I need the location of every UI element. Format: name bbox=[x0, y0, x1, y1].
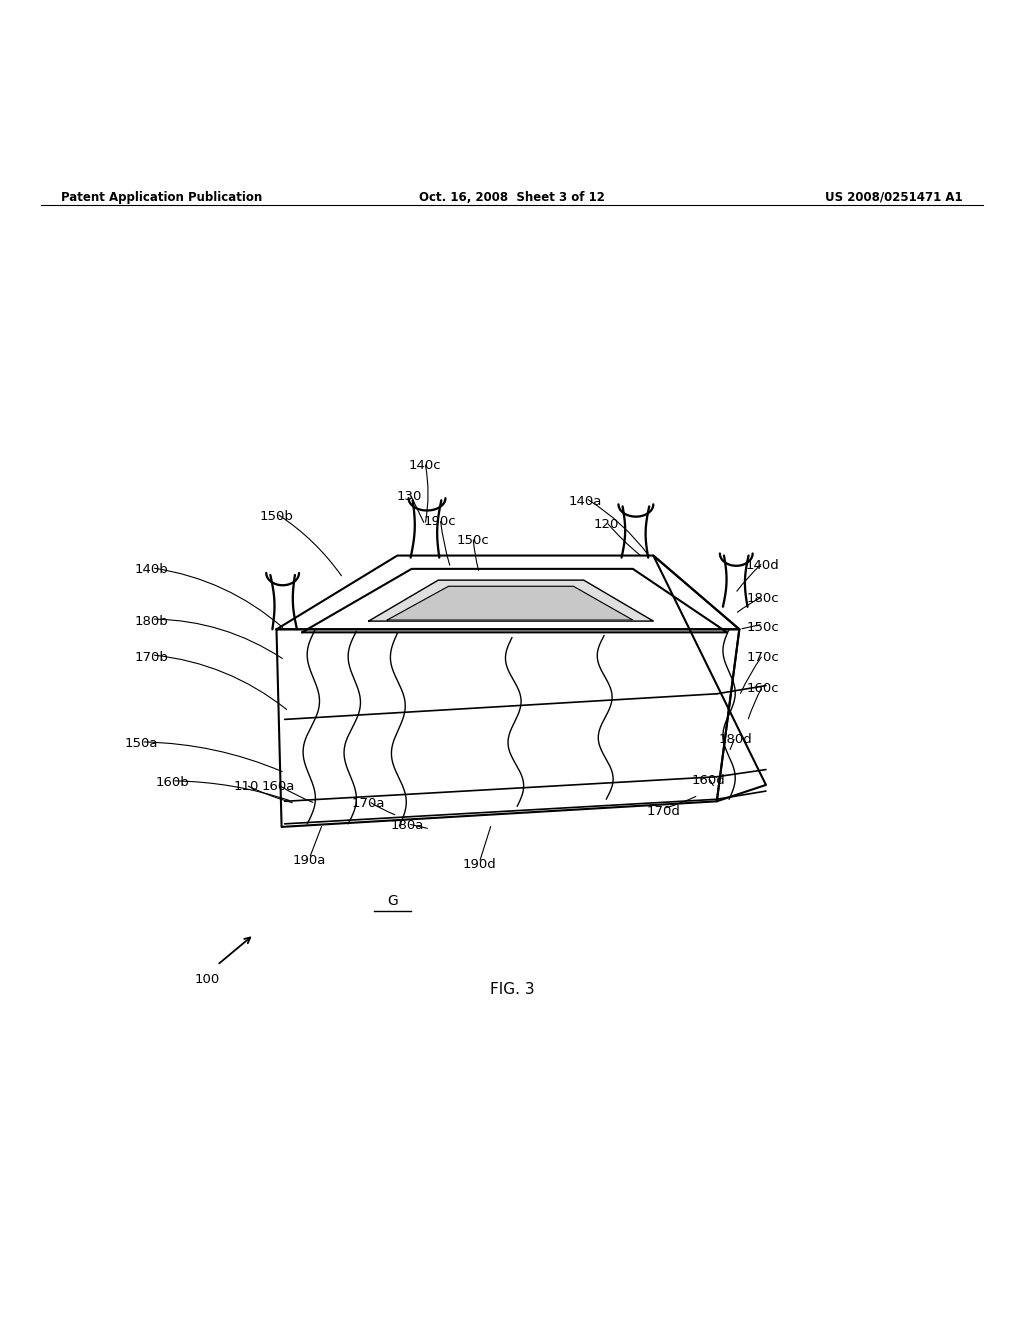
Text: 180a: 180a bbox=[391, 820, 424, 833]
Text: 150b: 150b bbox=[259, 510, 294, 523]
Text: 120: 120 bbox=[594, 519, 618, 532]
Text: 170b: 170b bbox=[134, 652, 169, 664]
Text: 170d: 170d bbox=[646, 805, 681, 818]
Text: Oct. 16, 2008  Sheet 3 of 12: Oct. 16, 2008 Sheet 3 of 12 bbox=[419, 190, 605, 203]
Text: 170c: 170c bbox=[746, 652, 779, 664]
Text: 140a: 140a bbox=[569, 495, 602, 508]
Polygon shape bbox=[369, 579, 653, 622]
Text: 130: 130 bbox=[397, 490, 422, 503]
Text: 160c: 160c bbox=[746, 682, 779, 696]
Text: 160b: 160b bbox=[156, 776, 188, 789]
Text: 190c: 190c bbox=[424, 515, 457, 528]
Text: 100: 100 bbox=[195, 973, 219, 986]
Text: 150c: 150c bbox=[746, 620, 779, 634]
Text: 160a: 160a bbox=[262, 780, 295, 793]
Polygon shape bbox=[276, 630, 739, 826]
Text: 180c: 180c bbox=[746, 593, 779, 605]
Text: 170a: 170a bbox=[352, 797, 385, 810]
Polygon shape bbox=[387, 586, 633, 620]
Text: 110: 110 bbox=[233, 780, 258, 793]
Text: 180b: 180b bbox=[135, 615, 168, 627]
Text: 160d: 160d bbox=[692, 775, 725, 787]
Polygon shape bbox=[276, 556, 739, 630]
Text: 190a: 190a bbox=[293, 854, 326, 867]
Text: 140b: 140b bbox=[135, 564, 168, 577]
Text: 180d: 180d bbox=[719, 734, 752, 746]
Text: 190d: 190d bbox=[463, 858, 496, 871]
Text: 150a: 150a bbox=[125, 738, 158, 751]
Text: US 2008/0251471 A1: US 2008/0251471 A1 bbox=[825, 190, 963, 203]
Text: 140d: 140d bbox=[746, 560, 779, 573]
Text: 140c: 140c bbox=[409, 459, 441, 473]
Text: G: G bbox=[387, 894, 397, 908]
Text: Patent Application Publication: Patent Application Publication bbox=[61, 190, 263, 203]
Polygon shape bbox=[653, 556, 766, 801]
Text: FIG. 3: FIG. 3 bbox=[489, 982, 535, 997]
Text: 150c: 150c bbox=[457, 533, 489, 546]
